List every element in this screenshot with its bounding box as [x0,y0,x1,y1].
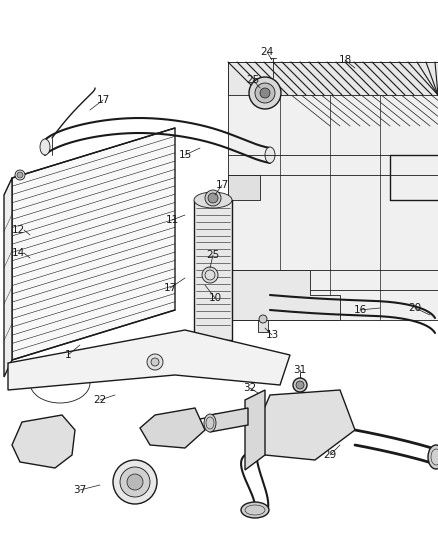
Ellipse shape [241,502,269,518]
Text: 13: 13 [265,330,279,340]
Polygon shape [228,62,438,320]
Text: 27: 27 [141,425,155,435]
Ellipse shape [296,381,304,389]
Text: 10: 10 [208,293,222,303]
Text: 26: 26 [141,485,155,495]
Ellipse shape [260,88,270,98]
Polygon shape [258,320,268,332]
Polygon shape [4,178,12,377]
Text: 17: 17 [215,180,229,190]
Text: 29: 29 [323,450,337,460]
Text: 32: 32 [244,383,257,393]
Ellipse shape [147,354,163,370]
Ellipse shape [15,170,25,180]
Ellipse shape [194,192,232,208]
Text: 28: 28 [213,413,226,423]
Text: 24: 24 [260,47,274,57]
Text: 22: 22 [93,395,106,405]
Ellipse shape [259,315,267,323]
Polygon shape [228,62,438,95]
Ellipse shape [255,83,275,103]
Polygon shape [228,270,340,320]
Polygon shape [12,128,175,360]
Ellipse shape [428,445,438,469]
Polygon shape [210,408,248,432]
Polygon shape [255,390,355,460]
Polygon shape [8,330,290,390]
Ellipse shape [249,77,281,109]
Text: 12: 12 [11,225,25,235]
Polygon shape [194,200,232,340]
Text: 14: 14 [11,248,25,258]
Ellipse shape [293,378,307,392]
Text: 37: 37 [74,485,87,495]
Ellipse shape [33,436,47,450]
Ellipse shape [202,267,218,283]
Ellipse shape [205,190,221,206]
Text: 16: 16 [353,305,367,315]
Ellipse shape [204,414,216,432]
Ellipse shape [151,358,159,366]
Text: 18: 18 [339,55,352,65]
Ellipse shape [120,467,150,497]
Text: 15: 15 [178,150,192,160]
Text: 17: 17 [163,283,177,293]
Text: 20: 20 [409,303,421,313]
Text: 11: 11 [166,215,179,225]
Ellipse shape [40,139,50,155]
Text: 31: 31 [293,365,307,375]
Text: 1: 1 [65,350,71,360]
Text: 17: 17 [96,95,110,105]
Polygon shape [12,415,75,468]
Text: 25: 25 [206,250,219,260]
Ellipse shape [208,193,218,203]
Ellipse shape [17,172,23,178]
Text: 25: 25 [246,75,260,85]
Ellipse shape [127,474,143,490]
Text: 30: 30 [308,400,321,410]
Ellipse shape [113,460,157,504]
Ellipse shape [265,147,275,163]
Polygon shape [245,390,265,470]
Polygon shape [140,408,205,448]
Text: 36: 36 [32,443,45,453]
Ellipse shape [28,431,52,455]
Polygon shape [228,175,260,200]
